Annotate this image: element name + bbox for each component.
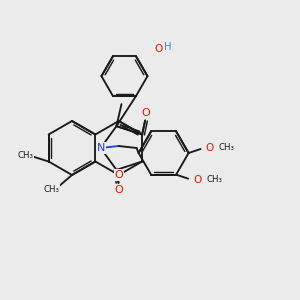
Text: CH₃: CH₃ bbox=[206, 175, 222, 184]
Text: O: O bbox=[114, 170, 123, 180]
Text: O: O bbox=[142, 109, 151, 118]
Text: O: O bbox=[114, 185, 123, 195]
Text: CH₃: CH₃ bbox=[43, 184, 59, 194]
Text: O: O bbox=[206, 143, 214, 153]
Text: H: H bbox=[164, 42, 172, 52]
Text: CH₃: CH₃ bbox=[18, 151, 34, 160]
Text: CH₃: CH₃ bbox=[219, 143, 235, 152]
Text: O: O bbox=[154, 44, 162, 54]
Text: O: O bbox=[193, 175, 201, 185]
Text: N: N bbox=[96, 143, 105, 153]
